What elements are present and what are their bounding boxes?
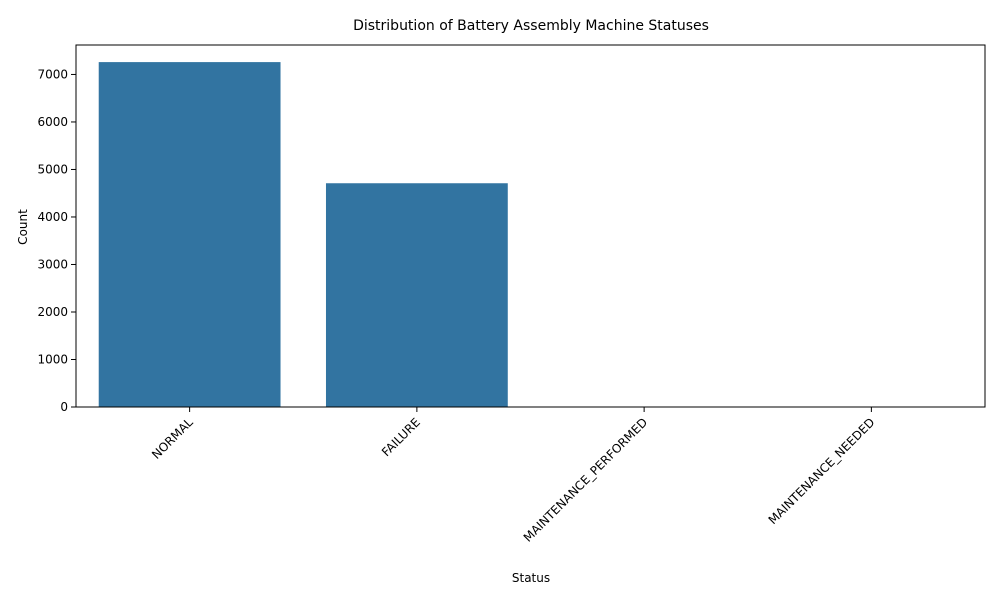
chart-title: Distribution of Battery Assembly Machine… (353, 18, 709, 34)
x-tick-label: NORMAL (149, 415, 196, 462)
y-tick-label: 2000 (37, 305, 68, 319)
x-tick-label: MAINTENANCE_PERFORMED (521, 415, 651, 544)
y-tick-label: 4000 (37, 210, 68, 224)
bar-failure (325, 183, 508, 407)
plot-area: 0 1000 2000 3000 4000 5000 6000 7000 NORMAL FAILU… (37, 44, 986, 545)
x-axis-label: Status (512, 571, 550, 585)
y-tick-label: 6000 (37, 115, 68, 129)
y-tick-label: 7000 (37, 67, 68, 81)
plot-frame (75, 44, 986, 408)
y-tick-label: 0 (60, 400, 68, 414)
y-axis-label: Count (16, 209, 30, 245)
y-tick-label: 1000 (37, 352, 68, 366)
x-tick-label: MAINTENANCE_NEEDED (766, 415, 878, 527)
x-tick-label: FAILURE (379, 415, 423, 459)
y-tick-label: 3000 (37, 257, 68, 271)
bar-normal (98, 62, 281, 408)
y-tick-label: 5000 (37, 162, 68, 176)
